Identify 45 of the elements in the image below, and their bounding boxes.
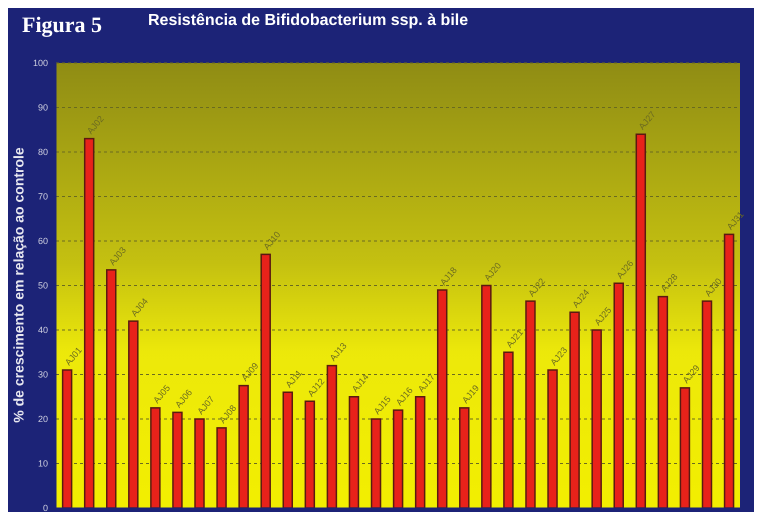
bar [680,387,690,508]
bar [569,311,580,508]
bar [547,369,558,508]
bar [370,418,382,508]
y-tick-label: 80 [38,147,48,158]
bar [62,369,72,508]
bar [702,300,712,508]
bar [525,300,536,508]
bar [194,418,205,508]
bar [636,133,646,508]
bar [724,234,734,508]
bar [150,407,161,508]
bar [392,409,404,508]
bar [238,384,249,508]
y-tick-label: 90 [38,102,48,113]
bar [172,412,183,508]
bar [481,284,492,508]
y-tick-label: 70 [38,192,48,202]
bar [304,400,316,508]
bar [613,282,624,508]
y-tick-label: 10 [38,458,48,469]
y-tick-label: 40 [38,325,48,336]
y-tick-label: 60 [38,236,48,246]
bar [503,352,514,508]
y-tick-label: 20 [38,414,48,424]
bar [348,396,360,508]
bar [436,289,448,508]
text: Figura 5 [22,12,102,38]
bar [260,254,271,508]
y-tick-label: 50 [38,280,48,291]
bar [128,320,139,508]
bar [414,396,426,508]
y-tick-label: 0 [42,503,48,514]
bar [106,269,116,508]
bar [216,427,227,508]
y-tick-label: 30 [38,370,48,380]
y-axis-title: % de crescimento em relação ao controle [11,147,28,423]
bar [282,392,294,508]
bar [84,138,94,508]
bar [326,364,338,508]
chart-title: Resistência de Bifidobacterium ssp. à bile [148,12,468,30]
bar [658,296,668,508]
bar [591,329,602,508]
bar [459,407,470,508]
y-tick-label: 100 [32,58,48,68]
